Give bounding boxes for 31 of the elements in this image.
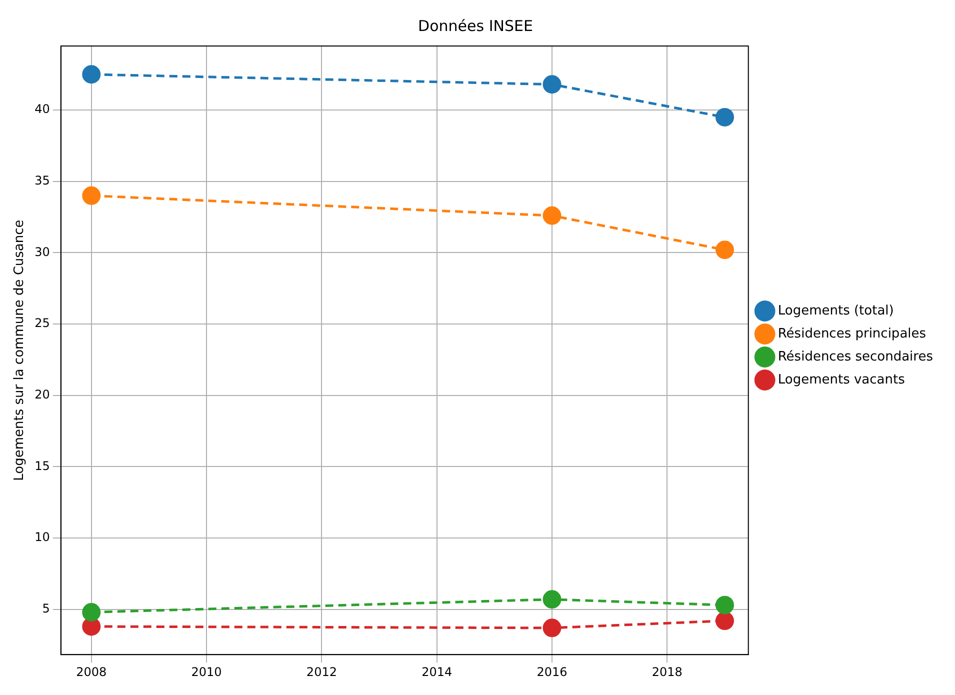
point	[542, 206, 562, 225]
y-tick-label: 5	[42, 602, 50, 616]
chart-title: Données INSEE	[418, 16, 533, 35]
point	[716, 596, 734, 614]
legend-label: Logements vacants	[778, 372, 906, 388]
legend-label: Résidences principales	[778, 326, 926, 342]
point	[542, 75, 562, 94]
point	[716, 240, 734, 260]
x-tick-label: 2012	[306, 664, 337, 679]
x-tick-label: 2018	[652, 664, 682, 679]
y-tick-label: 20	[34, 388, 50, 402]
y-tick-label: 35	[34, 174, 50, 188]
y-tick-label: 10	[34, 530, 50, 544]
legend-label: Logements (total)	[778, 303, 894, 318]
y-tick-label: 15	[34, 458, 50, 473]
y-tick-label: 25	[34, 316, 50, 330]
legend-label: Résidences secondaires	[778, 349, 934, 364]
y-tick-label: 40	[34, 102, 50, 116]
y-axis-title: Logements sur la commune de Cusance	[12, 220, 28, 481]
point	[82, 186, 101, 205]
point	[82, 65, 101, 84]
point	[716, 108, 734, 126]
point	[542, 590, 562, 609]
point	[542, 618, 562, 638]
x-tick-label: 2016	[536, 664, 568, 679]
point	[82, 602, 101, 622]
x-tick-label: 2010	[191, 664, 222, 679]
y-tick-label: 30	[34, 244, 50, 259]
point	[716, 612, 734, 630]
x-tick-label: 2014	[422, 664, 452, 679]
x-tick-label: 2008	[76, 664, 107, 679]
